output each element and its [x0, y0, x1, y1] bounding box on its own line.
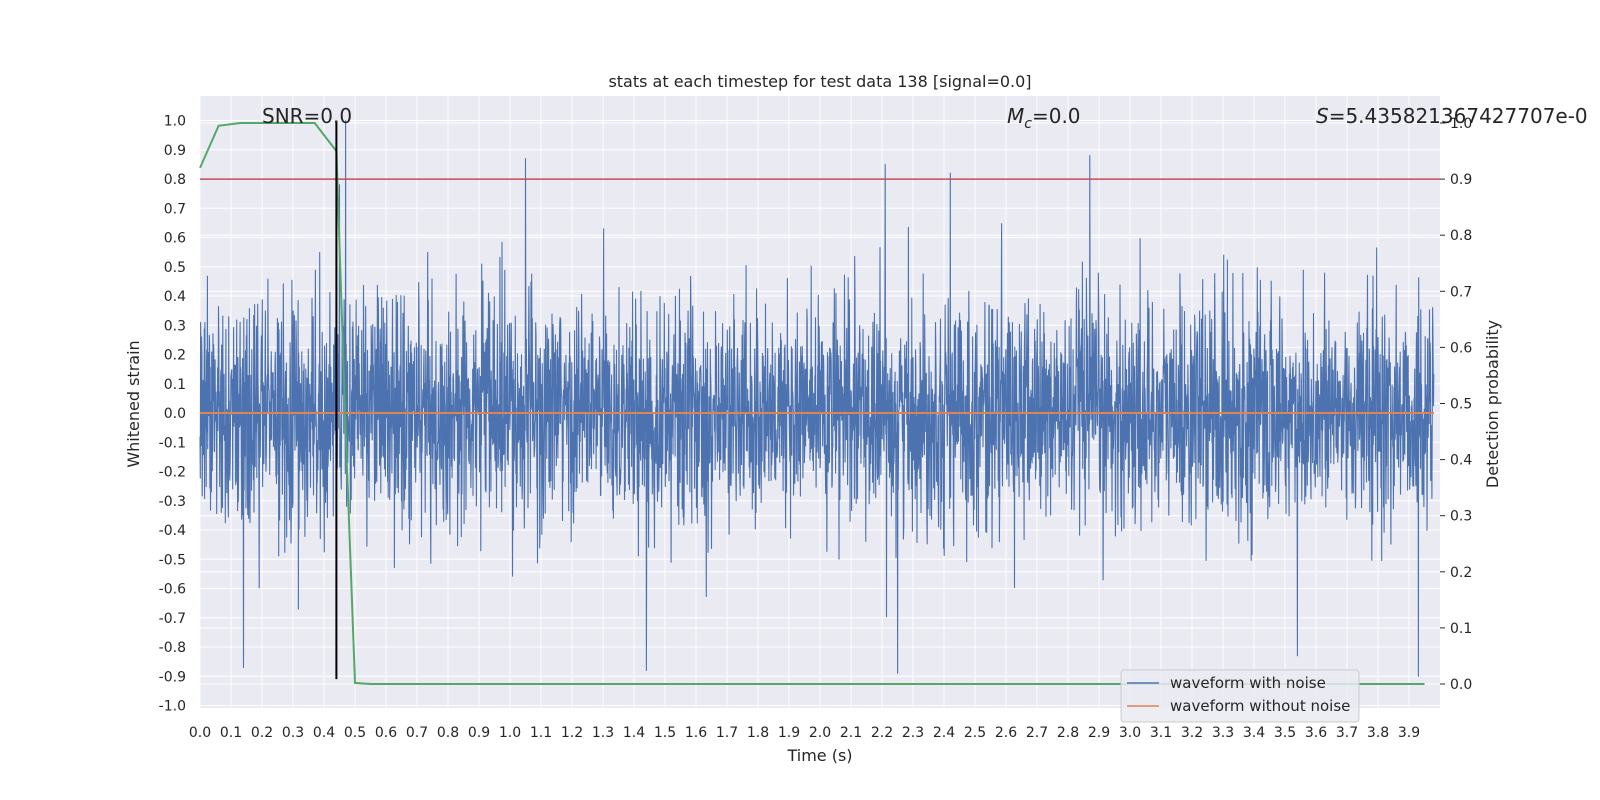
y2-tick-label: 0.5 [1450, 397, 1472, 413]
x-tick-label: 1.2 [561, 725, 583, 741]
x-tick-label: 2.4 [933, 725, 955, 741]
y-tick-label: -0.4 [159, 523, 186, 539]
series-detection-probability [199, 122, 1425, 685]
y-tick-label: 0.8 [164, 172, 186, 188]
x-tick-label: 2.6 [995, 725, 1017, 741]
y-axis-label: Whitened strain [124, 340, 143, 467]
x-axis-ticks: 0.0 0.1 0.2 0.3 0.4 0.5 0.6 0.7 0.8 0.9 1.0 1.1 1.2 1… [189, 725, 1420, 741]
y2-tick-label: 0.4 [1450, 453, 1472, 469]
y2-tick-label: 0.2 [1450, 565, 1472, 581]
x-tick-label: 0.4 [313, 725, 335, 741]
x-tick-label: 0.1 [220, 725, 242, 741]
x-tick-label: 0.5 [344, 725, 366, 741]
x-tick-label: 1.4 [623, 725, 645, 741]
x-tick-label: 1.8 [747, 725, 769, 741]
legend-label-noise: waveform with noise [1170, 674, 1326, 692]
y2-tick-label: 0.7 [1450, 284, 1472, 300]
y2-axis-ticks: 0.0 0.1 0.2 0.3 0.4 0.5 0.6 0.7 0.8 0.9 1.0 [1440, 116, 1472, 693]
x-tick-label: 3.6 [1305, 725, 1327, 741]
y-tick-label: -0.7 [159, 611, 186, 627]
x-tick-label: 2.8 [1057, 725, 1079, 741]
x-tick-label: 3.3 [1212, 725, 1234, 741]
y-tick-label: -0.6 [159, 582, 186, 598]
chart-title: stats at each timestep for test data 138… [608, 72, 1031, 91]
y-tick-label: -1.0 [159, 699, 186, 715]
x-tick-label: 2.7 [1026, 725, 1048, 741]
noise-waveform-path [199, 119, 1435, 677]
y-tick-label: 0.3 [164, 318, 186, 334]
x-tick-label: 1.9 [778, 725, 800, 741]
y-tick-label: -0.2 [159, 465, 186, 481]
x-tick-label: 0.7 [406, 725, 428, 741]
y-tick-label: 0.9 [164, 143, 186, 159]
y2-tick-label: 0.8 [1450, 228, 1472, 244]
y-tick-label: -0.5 [159, 552, 186, 568]
y-tick-label: 0.7 [164, 201, 186, 217]
y-tick-label: 0.2 [164, 348, 186, 364]
y-tick-label: -0.1 [159, 435, 186, 451]
y-tick-label: 0.0 [164, 406, 186, 422]
y-axis-ticks: -1.0 -0.9 -0.8 -0.7 -0.6 -0.5 -0.4 -0.3 -0.2 -0.1… [159, 114, 186, 715]
s-annotation: S=5.435821367427707e-0 [1316, 104, 1588, 128]
y-tick-label: 0.1 [164, 377, 186, 393]
y2-tick-label: 0.1 [1450, 621, 1472, 637]
x-tick-label: 1.7 [716, 725, 738, 741]
x-tick-label: 3.8 [1367, 725, 1389, 741]
x-tick-label: 2.3 [902, 725, 924, 741]
y-tick-label: 0.6 [164, 231, 186, 247]
legend-label-clean: waveform without noise [1170, 697, 1350, 715]
y-tick-label: -0.8 [159, 640, 186, 656]
series-waveform-with-noise [199, 119, 1435, 677]
x-tick-label: 1.3 [592, 725, 614, 741]
legend: waveform with noise waveform without noi… [1120, 669, 1360, 723]
y-tick-label: 1.0 [164, 114, 186, 130]
x-tick-label: 1.6 [685, 725, 707, 741]
x-tick-label: 1.1 [530, 725, 552, 741]
x-tick-label: 3.5 [1274, 725, 1296, 741]
detection-probability-path [199, 122, 1425, 685]
x-tick-label: 0.8 [437, 725, 459, 741]
y2-tick-label: 0.9 [1450, 172, 1472, 188]
y-tick-label: 0.5 [164, 260, 186, 276]
y-tick-label: -0.9 [159, 669, 186, 685]
x-tick-label: 2.2 [871, 725, 893, 741]
x-tick-label: 2.9 [1088, 725, 1110, 741]
x-tick-label: 1.0 [499, 725, 521, 741]
x-tick-label: 3.0 [1119, 725, 1141, 741]
x-tick-label: 3.9 [1398, 725, 1420, 741]
snr-annotation: SNR=0.0 [262, 104, 352, 128]
legend-box [1120, 669, 1360, 723]
x-tick-label: 0.6 [375, 725, 397, 741]
y2-tick-label: 0.6 [1450, 340, 1472, 356]
y2-axis-label: Detection probability [1483, 320, 1502, 488]
y2-tick-label: 0.0 [1450, 677, 1472, 693]
y2-tick-label: 0.3 [1450, 509, 1472, 525]
x-tick-label: 3.4 [1243, 725, 1265, 741]
x-tick-label: 0.2 [251, 725, 273, 741]
y2-tick-label: 1.0 [1450, 116, 1472, 132]
x-tick-label: 1.5 [654, 725, 676, 741]
x-tick-label: 2.1 [840, 725, 862, 741]
x-tick-label: 0.0 [189, 725, 211, 741]
x-tick-label: 3.1 [1150, 725, 1172, 741]
x-tick-label: 2.5 [964, 725, 986, 741]
y-tick-label: 0.4 [164, 289, 186, 305]
mc-annotation: Mc=0.0 [1007, 104, 1081, 132]
x-axis-label: Time (s) [786, 746, 852, 765]
x-tick-label: 2.0 [809, 725, 831, 741]
y-tick-label: -0.3 [159, 494, 186, 510]
x-tick-label: 0.3 [282, 725, 304, 741]
x-tick-label: 3.7 [1336, 725, 1358, 741]
x-tick-label: 0.9 [468, 725, 490, 741]
x-tick-label: 3.2 [1181, 725, 1203, 741]
